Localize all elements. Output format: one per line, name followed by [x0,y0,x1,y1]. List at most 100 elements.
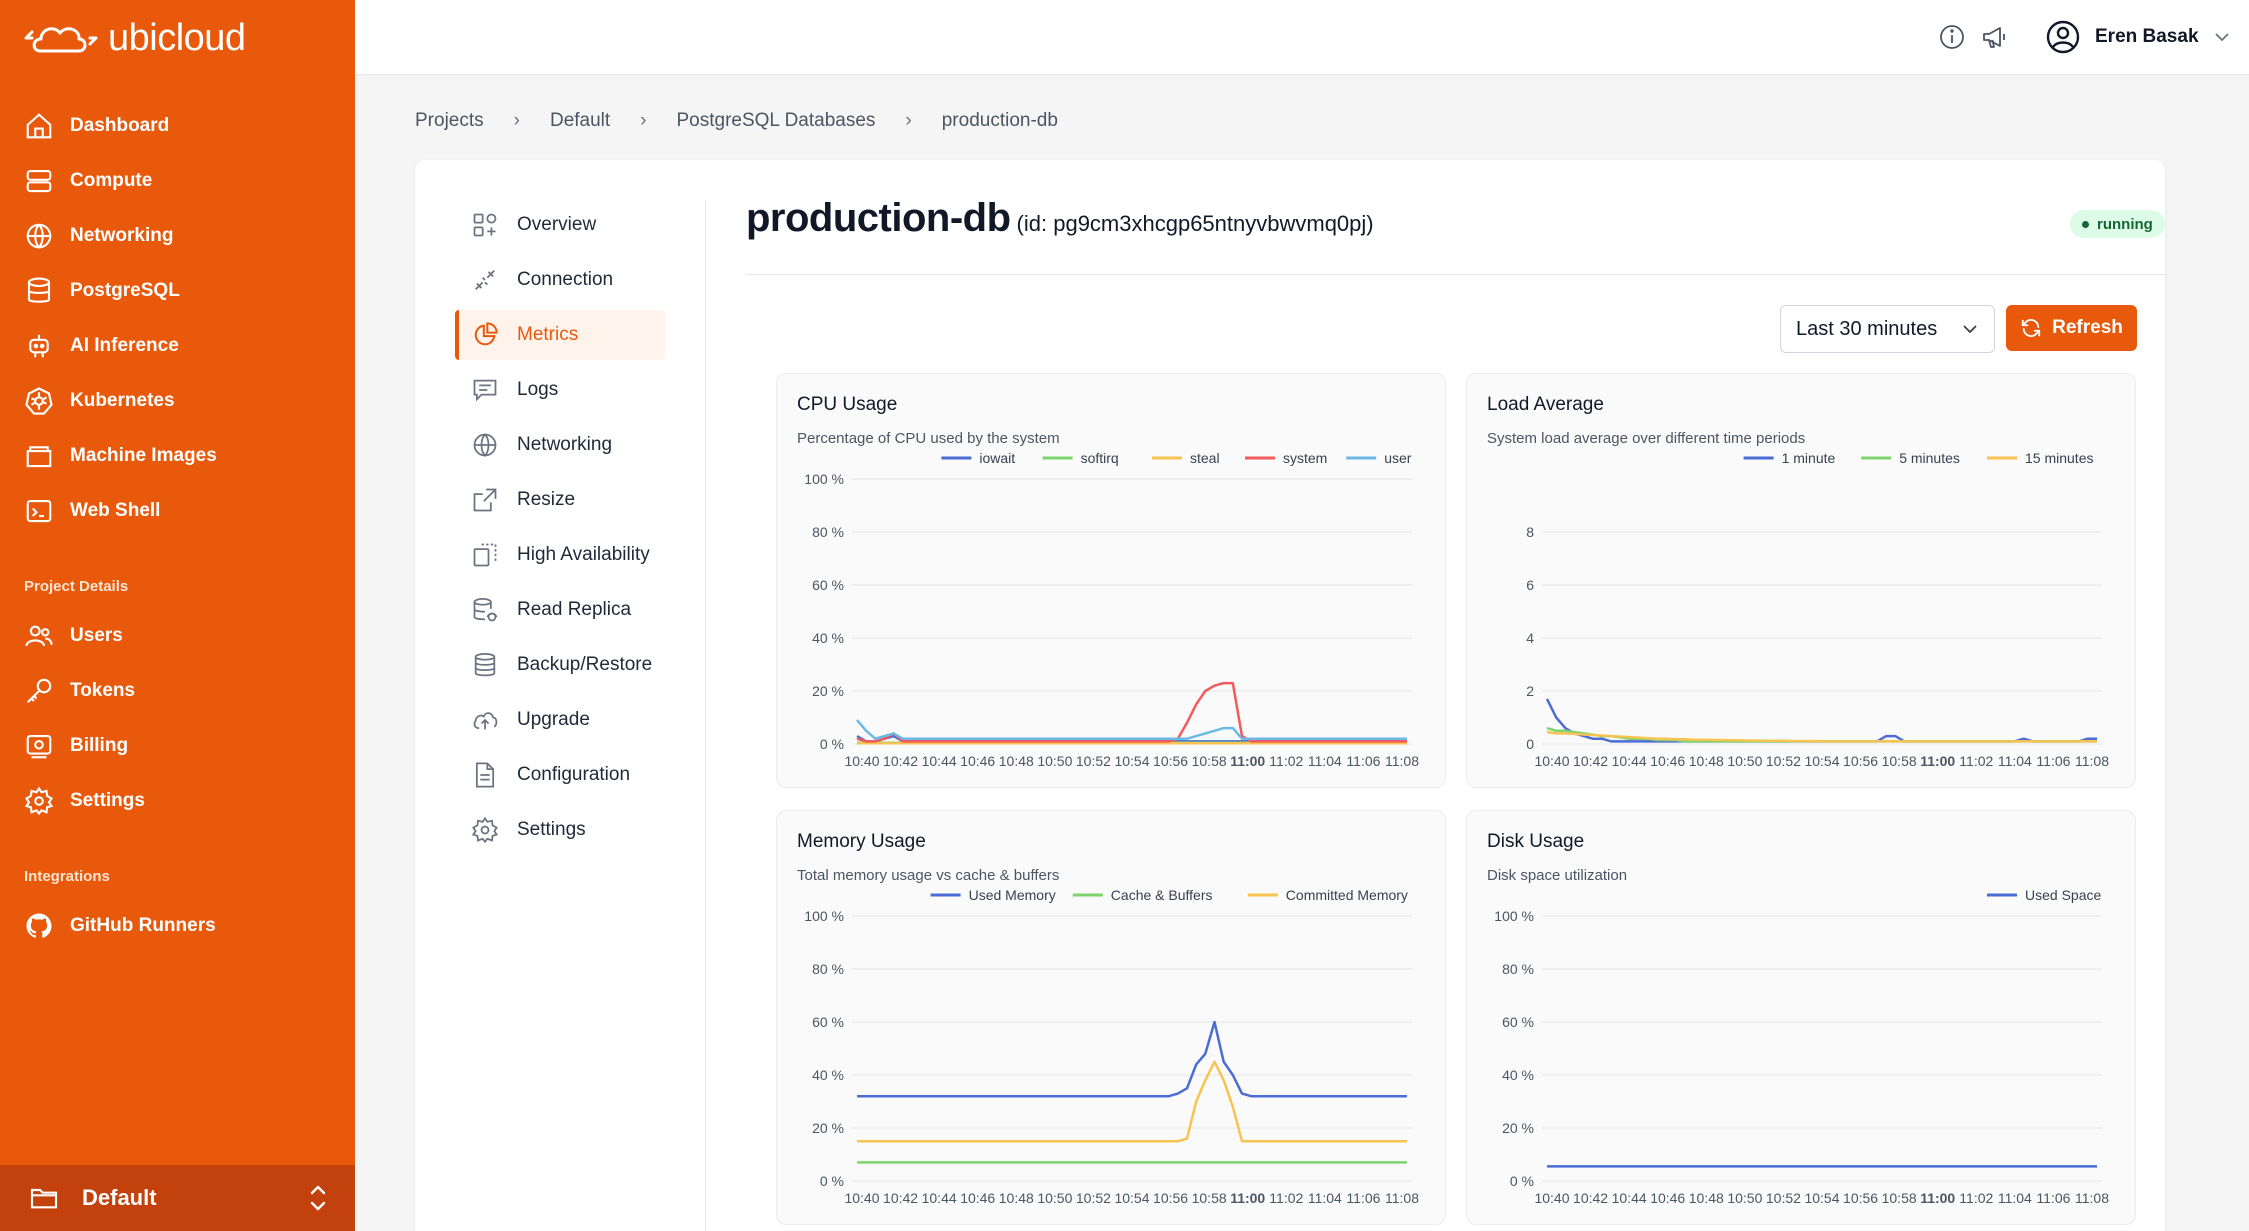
x-tick-label: 10:50 [1727,1190,1762,1206]
sidebar-item-compute[interactable]: Compute [24,161,152,201]
sidebar-item-label: PostgreSQL [70,280,180,301]
x-tick-label: 11:06 [1346,1190,1380,1206]
connection-icon [475,270,495,290]
x-tick-label: 10:40 [1534,1190,1569,1206]
sidebar-item-label: Machine Images [70,445,217,466]
series-line-system [856,681,1407,743]
legend-label: softirq [1081,450,1119,466]
billing-icon [26,734,52,759]
tab-label: High Availability [517,544,650,565]
project-switcher-label: Default [82,1185,157,1210]
tab-connection[interactable]: Connection [455,255,665,305]
tab-metrics[interactable]: Metrics [455,310,665,360]
sidebar-item-web-shell[interactable]: Web Shell [24,491,160,531]
key-icon [26,678,52,704]
globe-icon [26,223,52,249]
sidebar-item-kubernetes[interactable]: Kubernetes [24,381,175,421]
y-tick-label: 40 % [812,1067,844,1083]
ubicloud-logo[interactable]: ubicloud [24,16,246,59]
chart-subtitle: System load average over different time … [1487,430,1806,447]
sidebar: ubicloud Dashboard Compute Networking Po… [0,0,355,1231]
breadcrumb-projects[interactable]: Projects [415,110,484,131]
user-avatar-icon [2046,20,2080,54]
tab-high-availability[interactable]: High Availability [455,530,665,580]
chevron-down-icon [1963,325,1977,334]
project-switcher[interactable]: Default [0,1165,355,1231]
tab-networking[interactable]: Networking [455,420,665,470]
y-tick-label: 60 % [1502,1014,1534,1030]
megaphone-icon[interactable] [1980,22,2010,52]
user-menu[interactable]: Eren Basak [2045,18,2231,56]
x-tick-label: 10:40 [1534,753,1569,769]
top-header: Eren Basak [355,0,2249,75]
x-tick-label: 10:48 [999,753,1034,769]
sidebar-item-users[interactable]: Users [24,616,123,656]
title-divider [746,274,2166,275]
tab-backup-restore[interactable]: Backup/Restore [455,640,665,690]
resize-icon [473,488,497,512]
y-tick-label: 60 % [812,577,844,593]
sidebar-item-billing[interactable]: Billing [24,726,128,766]
sidebar-item-postgresql[interactable]: PostgreSQL [24,271,180,311]
x-tick-label: 10:52 [1766,1190,1801,1206]
pie-chart-icon [474,322,498,346]
tab-label: Backup/Restore [517,654,653,675]
sidebar-item-github-runners[interactable]: GitHub Runners [24,906,216,946]
tab-label: Logs [517,379,559,400]
y-tick-label: 40 % [812,630,844,646]
tab-settings[interactable]: Settings [455,805,665,855]
chart-title: Load Average [1487,394,1604,415]
sidebar-item-machine-images[interactable]: Machine Images [24,436,217,476]
x-tick-label: 10:56 [1153,1190,1188,1206]
breadcrumb-production-db: production-db [941,110,1058,131]
info-icon[interactable] [1937,22,1967,52]
x-tick-label: 10:58 [1882,1190,1917,1206]
y-tick-label: 0 % [1510,1173,1534,1189]
chart-subtitle: Percentage of CPU used by the system [797,430,1060,447]
time-range-value: Last 30 minutes [1796,317,1938,340]
sidebar-item-settings[interactable]: Settings [24,781,145,821]
y-tick-label: 80 % [1502,961,1534,977]
sidebar-item-label: Settings [70,790,145,811]
tab-label: Read Replica [517,599,632,620]
x-tick-label: 11:00 [1230,753,1265,769]
breadcrumb-default[interactable]: Default [549,110,611,131]
sidebar-item-tokens[interactable]: Tokens [24,671,135,711]
x-tick-label: 11:02 [1269,753,1303,769]
x-tick-label: 10:58 [1882,753,1917,769]
backup-icon [474,653,496,677]
x-tick-label: 11:00 [1920,753,1955,769]
x-tick-label: 10:54 [1804,1190,1839,1206]
sidebar-item-ai-inference[interactable]: AI Inference [24,326,179,366]
refresh-button[interactable]: Refresh [2006,305,2137,351]
github-icon [26,913,52,938]
y-tick-label: 2 [1526,683,1534,699]
tab-upgrade[interactable]: Upgrade [455,695,665,745]
tab-logs[interactable]: Logs [455,365,665,415]
brand-name: ubicloud [108,16,246,59]
sidebar-item-dashboard[interactable]: Dashboard [24,106,169,146]
status-text: running [2097,215,2153,233]
series-line-user [856,719,1407,740]
user-name: Eren Basak [2095,26,2199,47]
x-tick-label: 11:06 [2036,753,2070,769]
x-tick-label: 11:06 [2036,1190,2070,1206]
x-tick-label: 10:50 [1727,753,1762,769]
globe-icon [473,433,497,457]
tab-read-replica[interactable]: Read Replica [455,585,665,635]
sidebar-item-networking[interactable]: Networking [24,216,173,256]
tab-overview[interactable]: Overview [455,200,665,250]
breadcrumb-postgresql-databases[interactable]: PostgreSQL Databases [676,110,876,131]
load-average-panel: Load Average System load average over di… [1466,373,2136,788]
cloud-logo-icon [24,27,98,53]
x-tick-label: 10:52 [1766,753,1801,769]
image-icon [26,446,52,468]
x-tick-label: 10:50 [1037,753,1072,769]
y-tick-label: 20 % [812,1120,844,1136]
tab-configuration[interactable]: Configuration [455,750,665,800]
time-range-select[interactable]: Last 30 minutes [1780,305,1995,353]
legend-label: iowait [979,450,1015,466]
tab-resize[interactable]: Resize [455,475,665,525]
x-tick-label: 11:08 [1385,753,1419,769]
x-tick-label: 10:44 [1612,1190,1647,1206]
